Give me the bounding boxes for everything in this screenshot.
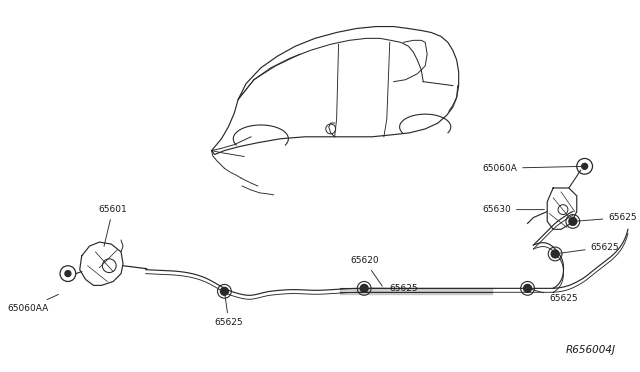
- Text: 65625: 65625: [214, 294, 243, 327]
- Text: 65630: 65630: [483, 205, 545, 214]
- Circle shape: [360, 285, 368, 292]
- Text: R656004J: R656004J: [566, 345, 616, 355]
- Text: 65625: 65625: [575, 213, 637, 222]
- Circle shape: [524, 285, 531, 292]
- Circle shape: [220, 288, 228, 295]
- Circle shape: [551, 250, 559, 258]
- Circle shape: [569, 218, 577, 225]
- Text: 65620: 65620: [350, 256, 382, 286]
- Circle shape: [65, 271, 71, 276]
- Text: 65601: 65601: [99, 205, 127, 246]
- Text: 65060AA: 65060AA: [8, 294, 58, 312]
- Text: 65625: 65625: [558, 243, 619, 254]
- Text: 65060A: 65060A: [483, 164, 582, 173]
- Text: 65625: 65625: [530, 289, 578, 303]
- Text: 65625: 65625: [367, 284, 419, 293]
- Circle shape: [582, 163, 588, 169]
